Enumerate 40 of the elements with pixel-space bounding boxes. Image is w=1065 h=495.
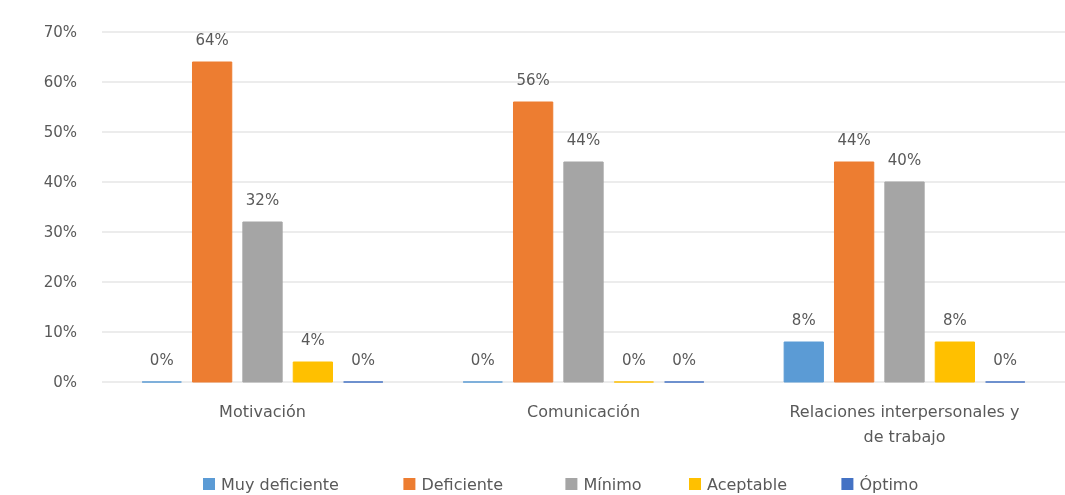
data-label: 0% <box>149 351 174 369</box>
data-label: 56% <box>516 71 550 89</box>
legend-label: Muy deficiente <box>221 474 339 494</box>
data-label: 44% <box>837 131 871 149</box>
data-label: 0% <box>470 351 495 369</box>
y-tick-label: 40% <box>43 173 77 191</box>
bar <box>934 341 976 383</box>
y-tick-label: 30% <box>43 223 77 241</box>
legend-label: Mínimo <box>583 474 642 494</box>
bar <box>783 341 824 383</box>
bar <box>242 221 283 383</box>
x-tick-label: Relaciones interpersonales y de trabajo <box>789 401 1020 446</box>
bar <box>563 161 604 383</box>
data-label: 64% <box>195 31 229 49</box>
bar <box>833 161 875 383</box>
y-tick-label: 60% <box>43 73 77 91</box>
legend-label: Deficiente <box>421 474 503 494</box>
y-tick-label: 10% <box>43 323 77 341</box>
data-label: 4% <box>300 331 325 349</box>
data-label: 40% <box>887 151 922 169</box>
data-label: 0% <box>993 351 1018 369</box>
data-label: 0% <box>621 351 646 369</box>
bar <box>512 101 554 383</box>
legend-label: Óptimo <box>859 474 919 494</box>
data-label: 8% <box>791 311 816 329</box>
y-tick-label: 0% <box>53 373 77 391</box>
data-label: 44% <box>566 131 601 149</box>
y-tick-label: 70% <box>43 23 77 41</box>
y-tick-label: 50% <box>43 123 77 141</box>
data-label: 0% <box>672 351 697 369</box>
bar <box>292 361 334 383</box>
legend-label: Aceptable <box>707 474 787 494</box>
y-tick-label: 20% <box>43 273 77 291</box>
data-label: 32% <box>245 191 280 209</box>
bar <box>884 181 925 383</box>
bar <box>191 61 233 383</box>
x-tick-label: Motivación <box>219 401 306 421</box>
x-tick-label: Comunicación <box>526 401 641 421</box>
data-label: 8% <box>942 311 967 329</box>
data-label: 0% <box>351 351 376 369</box>
